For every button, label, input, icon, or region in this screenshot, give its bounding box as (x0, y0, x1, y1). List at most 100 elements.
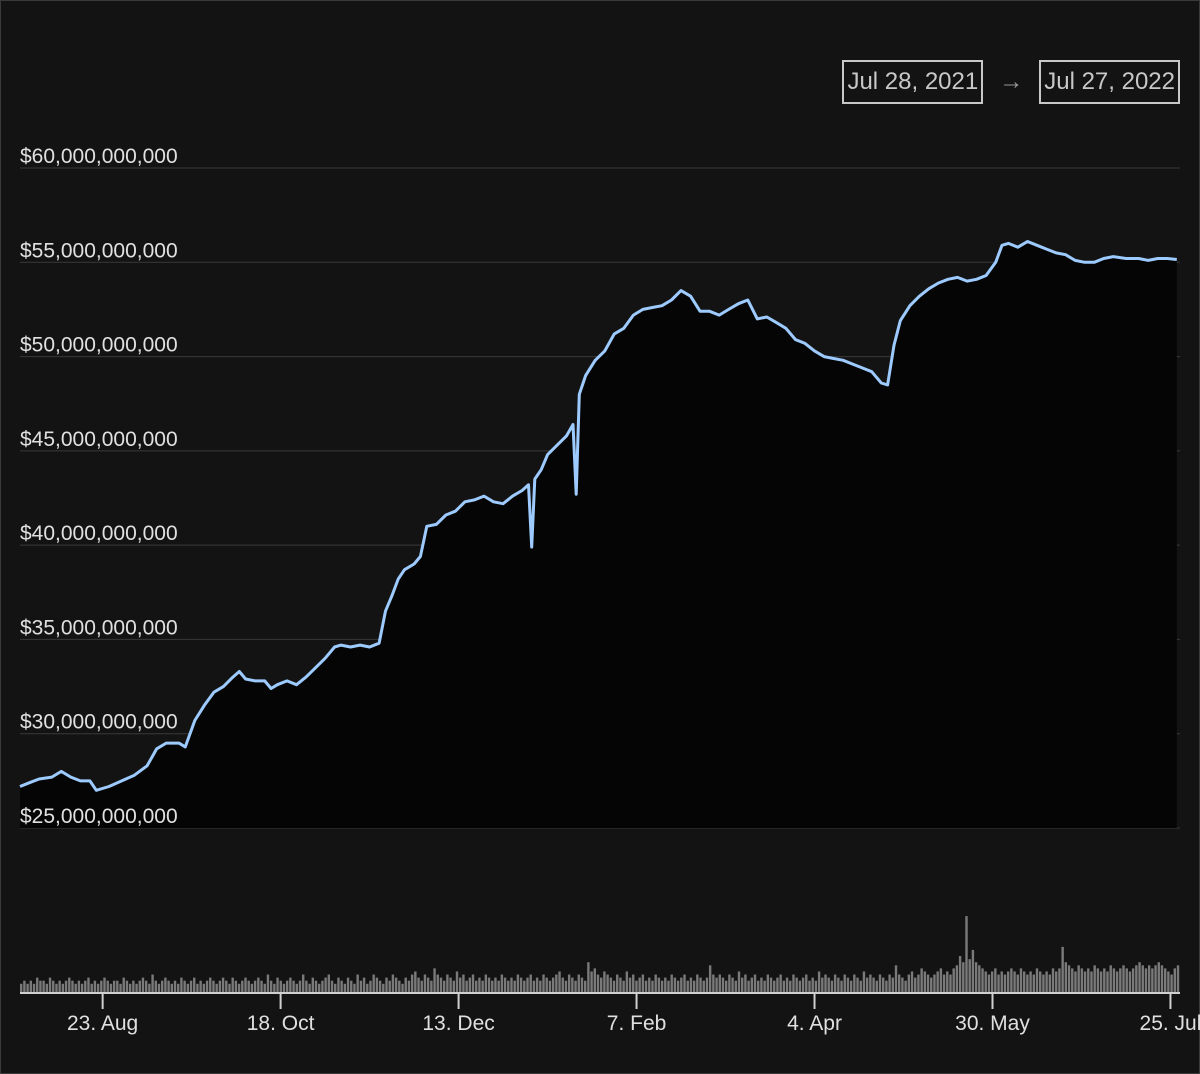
volume-bar (491, 980, 494, 993)
volume-bar (978, 965, 981, 993)
volume-bar (625, 971, 629, 993)
volume-bar (420, 980, 423, 993)
volume-bar (535, 977, 539, 993)
range-from-input[interactable]: Jul 28, 2021 (842, 60, 984, 104)
volume-bar (632, 974, 635, 993)
y-tick-label: $35,000,000,000 (20, 616, 178, 639)
volume-bar (215, 983, 218, 993)
volume-bar (382, 983, 385, 993)
volume-bar (269, 980, 273, 993)
volume-bar (45, 983, 49, 993)
volume-bar (202, 983, 206, 993)
volume-bar (933, 974, 936, 993)
volume-bar (539, 980, 542, 993)
volume-bar (910, 971, 914, 993)
volume-bar (1016, 974, 1019, 993)
volume-bar (455, 971, 459, 993)
volume-bar (798, 980, 802, 993)
volume-bar (664, 977, 667, 993)
volume-bar (1138, 962, 1141, 993)
volume-bar (96, 983, 100, 993)
volume-bar (250, 983, 254, 993)
volume-bar (619, 977, 622, 993)
volume-bar (468, 977, 472, 993)
volume-bar (1122, 965, 1125, 993)
volume-bar (369, 980, 372, 993)
volume-bar (872, 977, 875, 993)
volume-bar (231, 977, 234, 993)
volume-bar (660, 980, 664, 993)
volume-bar (891, 977, 894, 993)
volume-bar (125, 980, 129, 993)
volume-bar (257, 977, 260, 993)
range-to-input[interactable]: Jul 27, 2022 (1039, 60, 1180, 104)
volume-bar (324, 977, 327, 993)
volume-bar (1087, 968, 1090, 993)
volume-bar (939, 968, 943, 993)
volume-bar (225, 980, 228, 993)
volume-bar (282, 983, 286, 993)
volume-bar (337, 977, 340, 993)
volume-bar (612, 980, 616, 993)
volume-bar (776, 977, 779, 993)
volume-bar (346, 977, 350, 993)
volume-bar (144, 980, 148, 993)
volume-bar (253, 980, 257, 993)
volume-bar (263, 983, 266, 993)
volume-bar (500, 974, 504, 993)
volume-bar (587, 962, 590, 993)
volume-bar (74, 983, 77, 993)
volume-bar (510, 977, 513, 993)
volume-bar (926, 974, 930, 993)
volume-bar (523, 980, 526, 993)
volume-bar (792, 974, 795, 993)
y-tick-label: $25,000,000,000 (20, 805, 178, 828)
volume-bar (433, 968, 436, 993)
volume-bar (109, 983, 113, 993)
volume-bar (417, 977, 420, 993)
volume-bar (622, 980, 625, 993)
volume-bar (1103, 968, 1106, 993)
volume-bar (55, 983, 58, 993)
volume-bar (366, 983, 369, 993)
volume-bar (475, 980, 478, 993)
volume-bar (766, 974, 770, 993)
volume-bar (241, 980, 244, 993)
volume-bar (1093, 965, 1096, 993)
volume-bar (849, 980, 853, 993)
y-tick-label: $60,000,000,000 (20, 145, 178, 168)
volume-bar (289, 977, 292, 993)
volume-bar (1077, 965, 1080, 993)
volume-bar (596, 974, 600, 993)
volume-bar (71, 980, 74, 993)
volume-bar (760, 977, 763, 993)
volume-bar (362, 977, 366, 993)
x-tick-label: 13. Dec (422, 1012, 494, 1035)
volume-bar (135, 983, 138, 993)
volume-bar (561, 977, 564, 993)
volume-bar (1147, 965, 1151, 993)
volume-bar (1010, 968, 1013, 993)
volume-bar (414, 971, 417, 993)
volume-bar (667, 980, 670, 993)
volume-bar (180, 977, 183, 993)
volume-bar (917, 974, 920, 993)
volume-bar (728, 974, 731, 993)
volume-bar (878, 974, 882, 993)
volume-bar (920, 968, 923, 993)
volume-bar (551, 977, 555, 993)
range-arrow-icon: → (999, 68, 1024, 95)
volume-bar (205, 980, 209, 993)
volume-bar (946, 971, 949, 993)
volume-bar (426, 977, 430, 993)
volume-bar (260, 980, 263, 993)
volume-bar (183, 980, 186, 993)
volume-bar (865, 977, 869, 993)
volume-bar (824, 974, 827, 993)
volume-bar (965, 916, 968, 993)
volume-bar (773, 980, 776, 993)
volume-bar (26, 983, 29, 993)
volume-bar (734, 980, 737, 993)
volume-bar (295, 983, 298, 993)
